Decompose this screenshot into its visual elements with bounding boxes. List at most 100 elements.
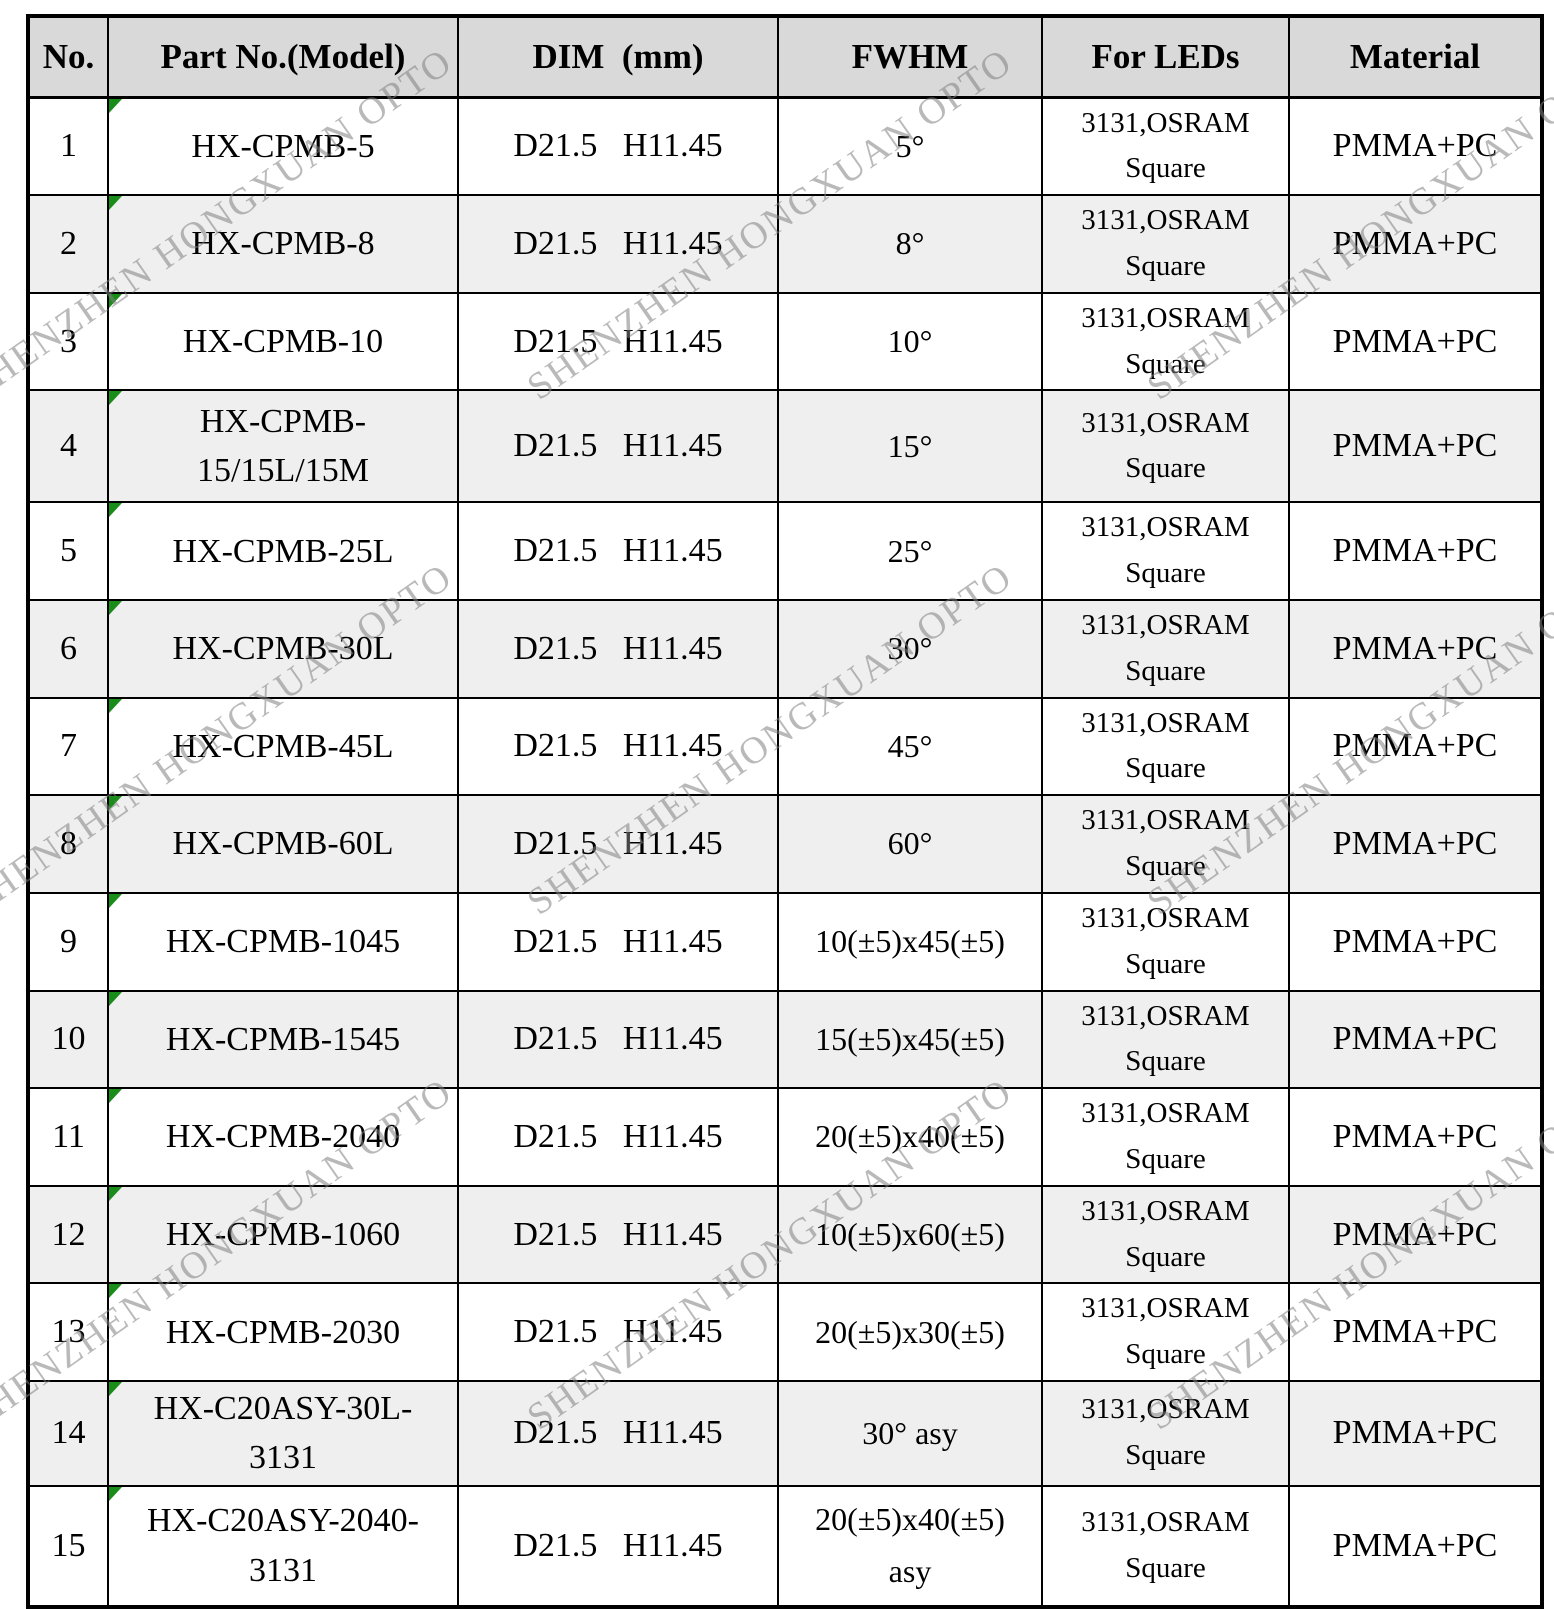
cell-comment-marker-icon (110, 294, 122, 308)
part-number-text: HX-CPMB-25L (172, 532, 394, 570)
cell-comment-marker-icon (110, 1487, 122, 1501)
cell-for-leds: 3131,OSRAM Square (1041, 291, 1290, 392)
cell-fwhm: 30° asy (777, 1380, 1043, 1487)
cell-comment-marker-icon (110, 504, 122, 518)
cell-row-number: 8 (27, 794, 109, 894)
lens-spec-table: No. Part No.(Model) DIM (mm) FWHM For LE… (26, 14, 1544, 1609)
cell-material: PMMA+PC (1288, 794, 1543, 894)
cell-fwhm: 10(±5)x60(±5) (777, 1184, 1043, 1285)
cell-part-number: HX-CPMB-60L (107, 794, 459, 894)
cell-dimensions: D21.5 H11.45 (457, 599, 779, 699)
table-row: 1 HX-CPMB-5 D21.5 H11.45 5° 3131,OSRAM Squar… (27, 95, 1543, 197)
cell-fwhm: 15° (777, 389, 1043, 504)
cell-for-leds: 3131,OSRAM Square (1041, 1380, 1290, 1487)
cell-for-leds: 3131,OSRAM Square (1041, 389, 1290, 504)
cell-material: PMMA+PC (1288, 194, 1543, 294)
cell-row-number: 6 (27, 599, 109, 699)
cell-material: PMMA+PC (1288, 1282, 1543, 1382)
cell-dimensions: D21.5 H11.45 (457, 291, 779, 392)
cell-for-leds: 3131,OSRAM Square (1041, 1184, 1290, 1285)
cell-comment-marker-icon (110, 392, 122, 406)
cell-row-number: 11 (27, 1087, 109, 1187)
cell-fwhm: 60° (777, 794, 1043, 894)
column-header-material: Material (1288, 15, 1543, 99)
table-row: 2 HX-CPMB-8 D21.5 H11.45 8° 3131,OSRAM Squar… (27, 194, 1543, 294)
part-number-text: HX-CPMB-1060 (165, 1215, 401, 1253)
table-row: 5 HX-CPMB-25L D21.5 H11.45 25° 3131,OSRAM Sq… (27, 501, 1543, 601)
cell-row-number: 13 (27, 1282, 109, 1382)
part-number-text: HX-CPMB-5 (191, 127, 375, 165)
cell-comment-marker-icon (110, 797, 122, 811)
cell-for-leds: 3131,OSRAM Square (1041, 989, 1290, 1090)
cell-dimensions: D21.5 H11.45 (457, 1184, 779, 1285)
cell-fwhm: 5° (777, 95, 1043, 197)
table-row: 6 HX-CPMB-30L D21.5 H11.45 30° 3131,OSRAM Sq… (27, 599, 1543, 699)
cell-comment-marker-icon (110, 894, 122, 908)
part-number-text: HX-C20ASY-30L- 3131 (153, 1390, 413, 1477)
cell-part-number: HX-CPMB-8 (107, 194, 459, 294)
cell-material: PMMA+PC (1288, 1380, 1543, 1487)
cell-fwhm: 30° (777, 599, 1043, 699)
table-row: 13 HX-CPMB-2030 D21.5 H11.45 20(±5)x30(±5) 3… (27, 1282, 1543, 1382)
cell-part-number: HX-CPMB-1045 (107, 891, 459, 992)
part-number-text: HX-CPMB-1545 (165, 1020, 401, 1058)
cell-comment-marker-icon (110, 992, 122, 1006)
cell-comment-marker-icon (110, 601, 122, 615)
cell-row-number: 14 (27, 1380, 109, 1487)
column-header-fwhm: FWHM (777, 15, 1043, 99)
cell-row-number: 12 (27, 1184, 109, 1285)
cell-part-number: HX-CPMB-1060 (107, 1184, 459, 1285)
cell-dimensions: D21.5 H11.45 (457, 501, 779, 601)
cell-dimensions: D21.5 H11.45 (457, 95, 779, 197)
cell-material: PMMA+PC (1288, 501, 1543, 601)
cell-part-number: HX-CPMB-30L (107, 599, 459, 699)
part-number-text: HX-CPMB-10 (182, 322, 384, 360)
cell-part-number: HX-C20ASY-30L- 3131 (107, 1380, 459, 1487)
cell-row-number: 3 (27, 291, 109, 392)
table-row: 3 HX-CPMB-10 D21.5 H11.45 10° 3131,OSRAM Squ… (27, 291, 1543, 392)
cell-material: PMMA+PC (1288, 1484, 1543, 1608)
cell-dimensions: D21.5 H11.45 (457, 1282, 779, 1382)
cell-material: PMMA+PC (1288, 1184, 1543, 1285)
cell-row-number: 5 (27, 501, 109, 601)
cell-part-number: HX-CPMB-1545 (107, 989, 459, 1090)
part-number-text: HX-CPMB-1045 (165, 923, 401, 961)
column-header-for-leds: For LEDs (1041, 15, 1290, 99)
table-row: 4 HX-CPMB- 15/15L/15M D21.5 H11.45 15° 3131,… (27, 389, 1543, 504)
cell-row-number: 4 (27, 389, 109, 504)
table-row: 10 HX-CPMB-1545 D21.5 H11.45 15(±5)x45(±5) 3… (27, 989, 1543, 1090)
cell-comment-marker-icon (110, 1187, 122, 1201)
cell-part-number: HX-CPMB-25L (107, 501, 459, 601)
cell-material: PMMA+PC (1288, 696, 1543, 797)
table-row: 8 HX-CPMB-60L D21.5 H11.45 60° 3131,OSRAM Sq… (27, 794, 1543, 894)
table-row: 9 HX-CPMB-1045 D21.5 H11.45 10(±5)x45(±5) 31… (27, 891, 1543, 992)
cell-for-leds: 3131,OSRAM Square (1041, 599, 1290, 699)
cell-fwhm: 20(±5)x40(±5) (777, 1087, 1043, 1187)
cell-comment-marker-icon (110, 99, 122, 113)
cell-comment-marker-icon (110, 197, 122, 211)
cell-dimensions: D21.5 H11.45 (457, 794, 779, 894)
cell-for-leds: 3131,OSRAM Square (1041, 794, 1290, 894)
cell-part-number: HX-CPMB- 15/15L/15M (107, 389, 459, 504)
lens-spec-table-container: No. Part No.(Model) DIM (mm) FWHM For LE… (26, 14, 1544, 1609)
cell-row-number: 7 (27, 696, 109, 797)
column-header-no: No. (27, 15, 109, 99)
cell-part-number: HX-CPMB-2030 (107, 1282, 459, 1382)
cell-comment-marker-icon (110, 699, 122, 713)
cell-fwhm: 45° (777, 696, 1043, 797)
table-body: 1 HX-CPMB-5 D21.5 H11.45 5° 3131,OSRAM Squar… (27, 95, 1543, 1608)
cell-fwhm: 25° (777, 501, 1043, 601)
cell-dimensions: D21.5 H11.45 (457, 389, 779, 504)
cell-for-leds: 3131,OSRAM Square (1041, 1282, 1290, 1382)
cell-part-number: HX-CPMB-2040 (107, 1087, 459, 1187)
cell-for-leds: 3131,OSRAM Square (1041, 891, 1290, 992)
cell-material: PMMA+PC (1288, 1087, 1543, 1187)
header-row: No. Part No.(Model) DIM (mm) FWHM For LE… (27, 15, 1543, 99)
table-row: 15 HX-C20ASY-2040- 3131 D21.5 H11.45 20(±5)… (27, 1484, 1543, 1608)
cell-fwhm: 15(±5)x45(±5) (777, 989, 1043, 1090)
part-number-text: HX-CPMB-2040 (165, 1118, 401, 1156)
cell-dimensions: D21.5 H11.45 (457, 194, 779, 294)
cell-row-number: 1 (27, 95, 109, 197)
table-row: 11 HX-CPMB-2040 D21.5 H11.45 20(±5)x40(±5) 3… (27, 1087, 1543, 1187)
cell-dimensions: D21.5 H11.45 (457, 1087, 779, 1187)
